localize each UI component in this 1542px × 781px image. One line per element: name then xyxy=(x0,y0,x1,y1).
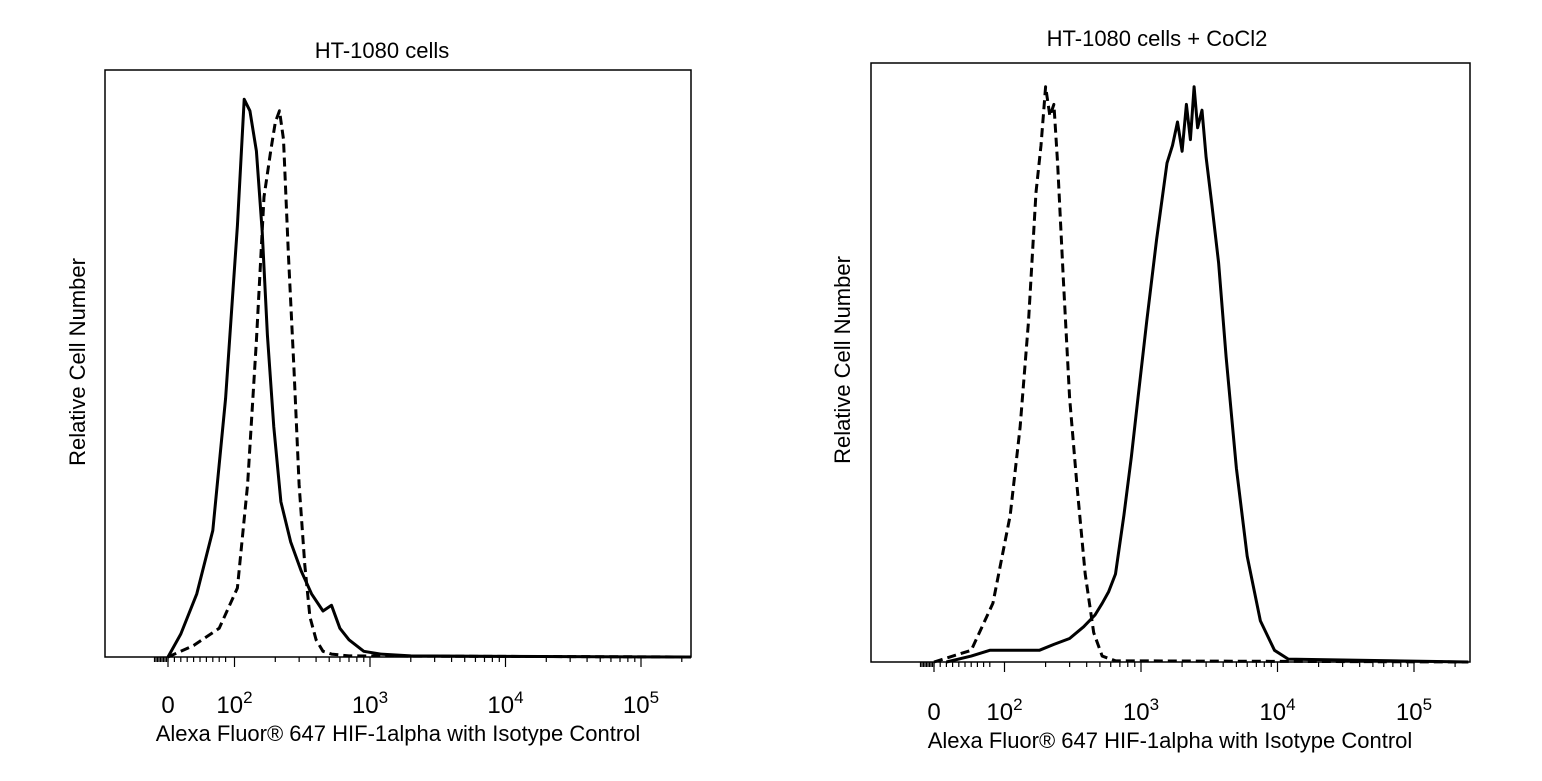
chart-panel-ht1080: HT-1080 cells Relative Cell Number 0 102… xyxy=(65,38,692,746)
x-minor-ticks xyxy=(153,657,683,662)
x-tick-label-100000: 105 xyxy=(623,688,659,719)
series-line-isotype-control xyxy=(933,85,1469,664)
x-tick-label-0: 0 xyxy=(161,692,174,719)
y-axis-label: Relative Cell Number xyxy=(65,258,90,466)
chart-panel-ht1080-cocl2: HT-1080 cells + CoCl2 Relative Cell Numb… xyxy=(830,26,1471,753)
plot-frame xyxy=(104,69,692,658)
x-tick-label-0: 0 xyxy=(927,699,940,726)
series-line-hif1alpha xyxy=(946,85,1469,664)
x-axis-label: Alexa Fluor® 647 HIF-1alpha with Isotype… xyxy=(156,721,641,746)
x-tick-label-10000: 104 xyxy=(1259,695,1295,726)
x-major-ticks xyxy=(933,662,1415,672)
x-axis-label: Alexa Fluor® 647 HIF-1alpha with Isotype… xyxy=(928,728,1413,753)
x-tick-label-100000: 105 xyxy=(1396,695,1432,726)
x-tick-label-1000: 103 xyxy=(1123,695,1159,726)
x-tick-label-1000: 103 xyxy=(352,688,388,719)
x-tick-label-100: 102 xyxy=(216,688,252,719)
chart-title: HT-1080 cells + CoCl2 xyxy=(1047,26,1268,51)
series-line-hif1alpha xyxy=(166,97,692,659)
series-line-isotype-control xyxy=(167,109,692,659)
x-tick-label-100: 102 xyxy=(986,695,1022,726)
x-tick-label-10000: 104 xyxy=(487,688,523,719)
chart-title: HT-1080 cells xyxy=(315,38,450,63)
y-axis-label: Relative Cell Number xyxy=(830,256,855,464)
x-major-ticks xyxy=(167,657,642,667)
